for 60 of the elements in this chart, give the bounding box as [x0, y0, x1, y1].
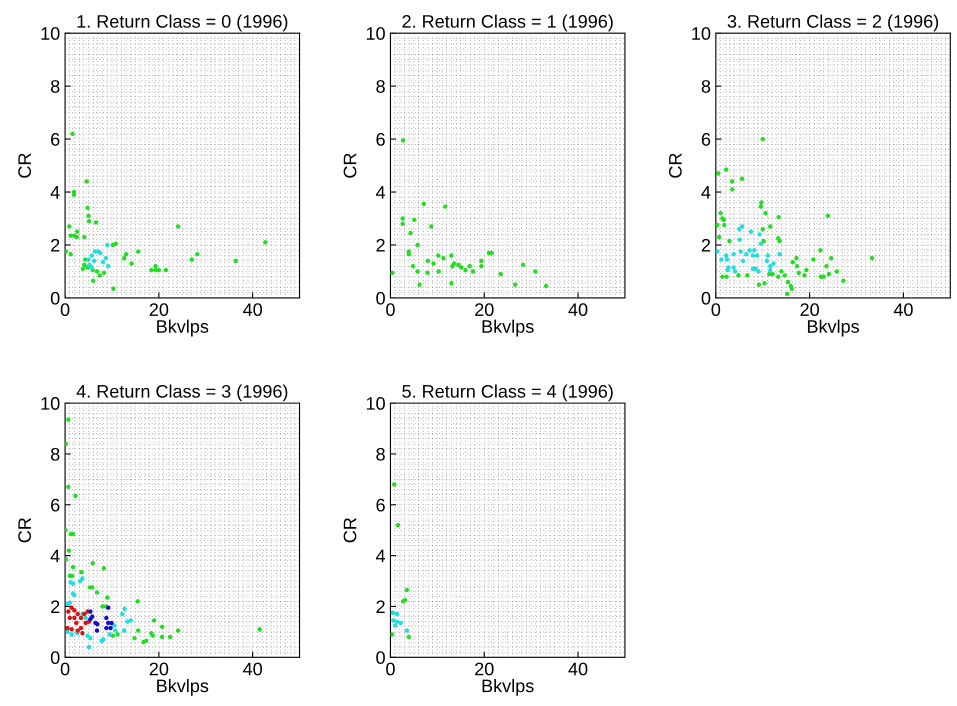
x-tick-label: 0 [60, 303, 70, 316]
y-tick-label: 6 [702, 133, 710, 146]
y-axis-title: CR [668, 153, 682, 178]
y-tick-label: 0 [376, 292, 385, 305]
y-tick-label: 4 [50, 186, 60, 199]
y-tick-label: 6 [376, 133, 385, 146]
y-tick-label: 4 [50, 550, 60, 562]
y-tick-label: 2 [376, 238, 385, 252]
y-tick-label: 0 [50, 651, 60, 664]
x-tick-label: 20 [800, 303, 819, 316]
y-tick-label: 2 [376, 600, 385, 613]
x-tick-label: 40 [243, 662, 262, 676]
chart-title: 1. Return Class = 0 (1996) [78, 14, 288, 32]
x-tick-label: 20 [150, 303, 168, 316]
chart-title: 4. Return Class = 3 (1996) [76, 384, 288, 402]
y-tick-label: 8 [50, 448, 60, 461]
y-tick-label: 10 [42, 397, 60, 410]
y-axis-title: CR [18, 518, 32, 542]
x-axis-title: Bkvlps [482, 678, 534, 696]
y-axis-title: CR [344, 518, 356, 542]
x-axis-title: Bkvlps [808, 320, 860, 336]
y-tick-label: 10 [692, 27, 710, 40]
x-tick-label: 40 [243, 303, 262, 316]
y-tick-label: 6 [51, 498, 60, 512]
y-tick-label: 8 [702, 80, 710, 93]
x-tick-label: 40 [894, 303, 913, 316]
x-tick-label: 40 [568, 662, 588, 676]
x-tick-label: 20 [475, 303, 494, 316]
x-axis-title: Bkvlps [482, 320, 534, 336]
x-tick-label: 0 [60, 662, 70, 676]
y-tick-label: 4 [376, 186, 386, 199]
y-tick-label: 8 [50, 80, 60, 93]
x-tick-label: 0 [712, 303, 720, 316]
y-tick-label: 10 [366, 27, 385, 40]
x-axis-title: Bkvlps [157, 678, 208, 696]
x-tick-label: 0 [386, 303, 395, 316]
x-tick-label: 0 [386, 662, 395, 676]
x-tick-label: 20 [475, 662, 494, 676]
y-axis-title: CR [344, 153, 356, 178]
x-tick-label: 40 [568, 303, 588, 316]
y-tick-label: 10 [42, 27, 60, 40]
y-tick-label: 2 [51, 238, 60, 252]
y-tick-label: 8 [376, 448, 385, 461]
y-tick-label: 6 [51, 133, 60, 146]
y-tick-label: 6 [376, 498, 385, 512]
chart-title: 3. Return Class = 2 (1996) [728, 14, 938, 32]
y-tick-label: 10 [366, 397, 385, 410]
chart-title: 2. Return Class = 1 (1996) [402, 14, 613, 32]
y-tick-label: 0 [50, 292, 60, 305]
y-tick-label: 4 [376, 550, 386, 562]
y-tick-label: 0 [702, 292, 710, 305]
chart-title: 5. Return Class = 4 (1996) [402, 384, 613, 402]
y-tick-label: 0 [376, 651, 385, 664]
y-tick-label: 4 [701, 186, 710, 199]
y-axis-title: CR [18, 153, 32, 178]
x-tick-label: 20 [150, 662, 168, 676]
y-tick-label: 2 [51, 600, 60, 613]
x-axis-title: Bkvlps [157, 320, 208, 336]
y-tick-label: 8 [376, 80, 385, 93]
y-tick-label: 2 [702, 238, 710, 252]
